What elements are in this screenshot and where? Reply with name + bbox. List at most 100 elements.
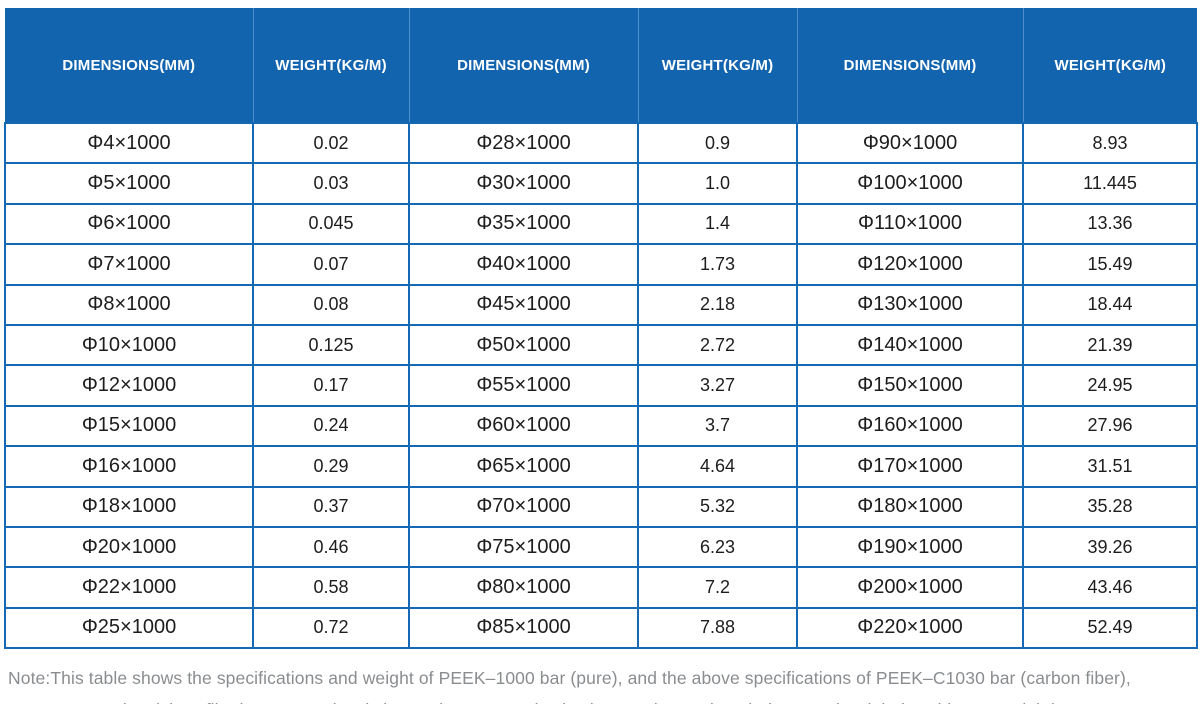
weight-cell: 0.08	[252, 283, 410, 326]
weight-cell: 8.93	[1022, 121, 1198, 165]
dimension-cell: Φ40×1000	[408, 243, 639, 286]
table-row: Φ8×1000 0.08 Φ45×1000 2.18 Φ130×1000 18.44	[4, 283, 1198, 326]
dimension-cell: Φ180×1000	[796, 485, 1024, 528]
dimension-cell: Φ200×1000	[796, 566, 1024, 609]
table-row: Φ16×1000 0.29 Φ65×1000 4.64 Φ170×1000 31.51	[4, 445, 1198, 488]
dimension-cell: Φ16×1000	[4, 445, 254, 488]
weight-cell: 7.88	[637, 606, 798, 650]
weight-cell: 6.23	[637, 525, 798, 569]
weight-cell: 1.0	[637, 162, 798, 205]
dimension-cell: Φ45×1000	[408, 283, 639, 326]
dimension-cell: Φ28×1000	[408, 121, 639, 165]
weight-cell: 0.24	[252, 404, 410, 448]
dimension-cell: Φ30×1000	[408, 162, 639, 205]
weight-cell: 15.49	[1022, 243, 1198, 286]
table-row: Φ18×1000 0.37 Φ70×1000 5.32 Φ180×1000 35.28	[4, 485, 1198, 528]
weight-cell: 52.49	[1022, 606, 1198, 650]
weight-cell: 0.07	[252, 243, 410, 286]
weight-cell: 39.26	[1022, 525, 1198, 569]
dimension-cell: Φ65×1000	[408, 445, 639, 488]
weight-cell: 31.51	[1022, 445, 1198, 488]
dimension-cell: Φ5×1000	[4, 162, 254, 205]
table-row: Φ22×1000 0.58 Φ80×1000 7.2 Φ200×1000 43.46	[4, 566, 1198, 609]
dimension-cell: Φ120×1000	[796, 243, 1024, 286]
table-row: Φ20×1000 0.46 Φ75×1000 6.23 Φ190×1000 39.26	[4, 525, 1198, 569]
header-row: DIMENSIONS(MM) WEIGHT(KG/M) DIMENSIONS(M…	[5, 8, 1197, 124]
column-header-dimensions-1: DIMENSIONS(MM)	[5, 8, 254, 124]
dimension-cell: Φ25×1000	[4, 606, 254, 650]
dimension-cell: Φ22×1000	[4, 566, 254, 609]
dimension-cell: Φ220×1000	[796, 606, 1024, 650]
dimension-cell: Φ90×1000	[796, 121, 1024, 165]
weight-cell: 18.44	[1022, 283, 1198, 326]
weight-cell: 4.64	[637, 445, 798, 488]
dimension-cell: Φ60×1000	[408, 404, 639, 448]
dimension-cell: Φ110×1000	[796, 202, 1024, 246]
weight-cell: 21.39	[1022, 323, 1198, 367]
dimension-cell: Φ4×1000	[4, 121, 254, 165]
spec-table-header: DIMENSIONS(MM) WEIGHT(KG/M) DIMENSIONS(M…	[5, 8, 1197, 124]
weight-cell: 0.045	[252, 202, 410, 246]
weight-cell: 24.95	[1022, 364, 1198, 407]
table-row: Φ25×1000 0.72 Φ85×1000 7.88 Φ220×1000 52.49	[4, 606, 1198, 650]
weight-cell: 0.46	[252, 525, 410, 569]
weight-cell: 3.27	[637, 364, 798, 407]
dimension-cell: Φ150×1000	[796, 364, 1024, 407]
weight-cell: 1.73	[637, 243, 798, 286]
dimension-cell: Φ55×1000	[408, 364, 639, 407]
spec-table: DIMENSIONS(MM) WEIGHT(KG/M) DIMENSIONS(M…	[4, 8, 1198, 650]
weight-cell: 0.03	[252, 162, 410, 205]
weight-cell: 0.58	[252, 566, 410, 609]
column-header-weight-3: WEIGHT(KG/M)	[1023, 8, 1197, 124]
dimension-cell: Φ35×1000	[408, 202, 639, 246]
dimension-cell: Φ6×1000	[4, 202, 254, 246]
weight-cell: 2.72	[637, 323, 798, 367]
dimension-cell: Φ18×1000	[4, 485, 254, 528]
column-header-dimensions-2: DIMENSIONS(MM)	[409, 8, 639, 124]
spec-table-body: Φ4×1000 0.02 Φ28×1000 0.9 Φ90×1000 8.93 Φ5×100…	[4, 121, 1198, 650]
table-row: Φ4×1000 0.02 Φ28×1000 0.9 Φ90×1000 8.93	[4, 121, 1198, 165]
weight-cell: 0.17	[252, 364, 410, 407]
dimension-cell: Φ10×1000	[4, 323, 254, 367]
dimension-cell: Φ85×1000	[408, 606, 639, 650]
dimension-cell: Φ190×1000	[796, 525, 1024, 569]
weight-cell: 35.28	[1022, 485, 1198, 528]
weight-cell: 5.32	[637, 485, 798, 528]
dimension-cell: Φ8×1000	[4, 283, 254, 326]
weight-cell: 0.37	[252, 485, 410, 528]
weight-cell: 0.29	[252, 445, 410, 488]
table-row: Φ15×1000 0.24 Φ60×1000 3.7 Φ160×1000 27.96	[4, 404, 1198, 448]
column-header-dimensions-3: DIMENSIONS(MM)	[797, 8, 1024, 124]
dimension-cell: Φ100×1000	[796, 162, 1024, 205]
weight-cell: 3.7	[637, 404, 798, 448]
weight-cell: 27.96	[1022, 404, 1198, 448]
dimension-cell: Φ20×1000	[4, 525, 254, 569]
table-row: Φ10×1000 0.125 Φ50×1000 2.72 Φ140×1000 21.39	[4, 323, 1198, 367]
dimension-cell: Φ160×1000	[796, 404, 1024, 448]
dimension-cell: Φ130×1000	[796, 283, 1024, 326]
weight-cell: 0.02	[252, 121, 410, 165]
dimension-cell: Φ15×1000	[4, 404, 254, 448]
weight-cell: 7.2	[637, 566, 798, 609]
dimension-cell: Φ12×1000	[4, 364, 254, 407]
column-header-weight-1: WEIGHT(KG/M)	[253, 8, 410, 124]
table-row: Φ5×1000 0.03 Φ30×1000 1.0 Φ100×1000 11.445	[4, 162, 1198, 205]
weight-cell: 2.18	[637, 283, 798, 326]
dimension-cell: Φ7×1000	[4, 243, 254, 286]
weight-cell: 1.4	[637, 202, 798, 246]
table-row: Φ12×1000 0.17 Φ55×1000 3.27 Φ150×1000 24.95	[4, 364, 1198, 407]
weight-cell: 11.445	[1022, 162, 1198, 205]
table-row: Φ6×1000 0.045 Φ35×1000 1.4 Φ110×1000 13.36	[4, 202, 1198, 246]
table-row: Φ7×1000 0.07 Φ40×1000 1.73 Φ120×1000 15.49	[4, 243, 1198, 286]
dimension-cell: Φ140×1000	[796, 323, 1024, 367]
dimension-cell: Φ75×1000	[408, 525, 639, 569]
weight-cell: 13.36	[1022, 202, 1198, 246]
weight-cell: 0.9	[637, 121, 798, 165]
weight-cell: 43.46	[1022, 566, 1198, 609]
footnote: Note:This table shows the specifications…	[8, 668, 1131, 704]
dimension-cell: Φ70×1000	[408, 485, 639, 528]
dimension-cell: Φ80×1000	[408, 566, 639, 609]
dimension-cell: Φ170×1000	[796, 445, 1024, 488]
column-header-weight-2: WEIGHT(KG/M)	[638, 8, 798, 124]
